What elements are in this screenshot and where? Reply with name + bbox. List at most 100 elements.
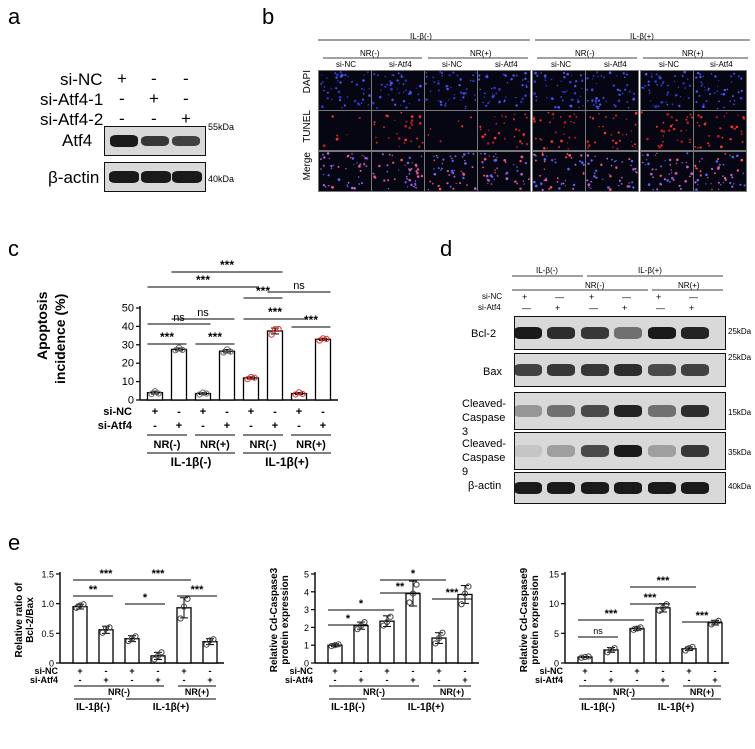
cell-dot <box>409 170 411 172</box>
cell-dot <box>534 184 538 188</box>
group-nr-pos: NR(+) <box>678 281 700 290</box>
y-tick-label: 2 <box>304 623 309 633</box>
cell-dot <box>387 179 389 181</box>
row-label-si-nc: si-NC <box>482 292 502 301</box>
cell-dot <box>432 182 434 185</box>
micrograph <box>318 151 372 192</box>
cell-dot <box>384 75 387 78</box>
cell-dot <box>676 158 679 162</box>
cell-dot <box>571 98 574 102</box>
cell-dot <box>404 138 408 142</box>
cell-dot <box>724 153 726 155</box>
cell-dot <box>420 155 423 158</box>
cell-dot <box>731 95 734 98</box>
cell-dot <box>707 176 709 179</box>
panel-b-header-lines <box>318 39 750 59</box>
cell-dot <box>642 161 644 164</box>
cell-dot <box>652 105 654 107</box>
panel-letter-c: c <box>8 236 19 261</box>
cell-dot <box>582 163 585 166</box>
cell-dot <box>540 139 543 141</box>
cell-dot <box>533 80 537 83</box>
cell-dot <box>691 116 693 119</box>
cell-dot <box>647 80 650 83</box>
micrograph-dots <box>320 71 371 109</box>
cell-dot <box>408 168 410 170</box>
cell-dot <box>717 158 719 160</box>
cell-dot <box>471 166 474 169</box>
cell-dot <box>364 157 367 160</box>
cell-dot <box>520 155 524 159</box>
cell-dot <box>433 159 436 162</box>
cell-dot <box>656 83 659 86</box>
cell-dot <box>698 160 701 163</box>
cell-dot <box>729 138 732 141</box>
data-point <box>656 607 663 614</box>
blot-label-bax: Bax <box>483 366 502 378</box>
cell-dot <box>652 188 654 191</box>
cell-dot <box>722 93 726 96</box>
data-point <box>689 643 696 651</box>
cell-dot <box>616 88 620 91</box>
cell-dot <box>450 86 452 89</box>
cell-dot <box>398 169 400 171</box>
sign-row-label: si-Atf4 <box>98 420 133 432</box>
cell-dot <box>483 92 486 95</box>
cell-dot <box>322 173 325 176</box>
sign: - <box>201 420 205 432</box>
cell-dot <box>621 161 624 163</box>
micrograph <box>477 110 531 151</box>
cell-dot <box>634 170 637 173</box>
cell-dot <box>559 116 562 118</box>
cell-dot <box>739 183 742 186</box>
cell-dot <box>572 183 576 187</box>
cell-dot <box>668 173 671 175</box>
cell-dot <box>446 87 449 91</box>
cell-dot <box>579 74 583 77</box>
micrograph-dots <box>642 152 693 191</box>
cell-dot <box>740 130 743 133</box>
cell-dot <box>358 164 361 168</box>
cell-dot <box>647 162 650 166</box>
cell-dot <box>493 178 495 181</box>
cell-dot <box>558 187 561 190</box>
cell-dot <box>619 89 622 92</box>
cell-dot <box>657 105 660 108</box>
cell-dot <box>331 185 334 189</box>
cell-dot <box>358 183 360 185</box>
cell-dot <box>570 98 572 101</box>
cell-dot <box>617 131 620 134</box>
significance-label: *** <box>196 273 210 287</box>
cell-dot <box>666 94 668 96</box>
cell-dot <box>715 116 719 119</box>
cell-dot <box>410 183 413 186</box>
cell-dot <box>586 88 589 91</box>
micrograph <box>318 70 372 111</box>
cell-dot <box>472 74 475 77</box>
band <box>109 171 139 183</box>
sign: - <box>321 406 325 418</box>
cell-dot <box>700 85 703 87</box>
cell-dot <box>464 159 466 162</box>
micrograph <box>424 110 478 151</box>
cell-dot <box>487 76 489 78</box>
cell-dot <box>698 73 702 76</box>
sign: - <box>151 69 157 88</box>
cell-dot <box>730 81 732 83</box>
cell-dot <box>556 181 559 183</box>
cell-dot <box>589 116 592 118</box>
cell-dot <box>464 92 467 95</box>
cell-dot <box>419 122 422 125</box>
cell-dot <box>575 116 578 118</box>
cell-dot <box>339 81 342 84</box>
cell-dot <box>660 129 664 133</box>
cell-dot <box>464 162 467 165</box>
cell-dot <box>523 183 525 185</box>
cell-dot <box>524 113 527 116</box>
cell-dot <box>459 78 462 81</box>
cell-dot <box>472 79 475 83</box>
cell-dot <box>321 74 323 76</box>
group-il-beta-neg: IL-β(-) <box>410 32 432 41</box>
marker: 15kDa <box>728 408 752 417</box>
cell-dot <box>400 75 403 78</box>
